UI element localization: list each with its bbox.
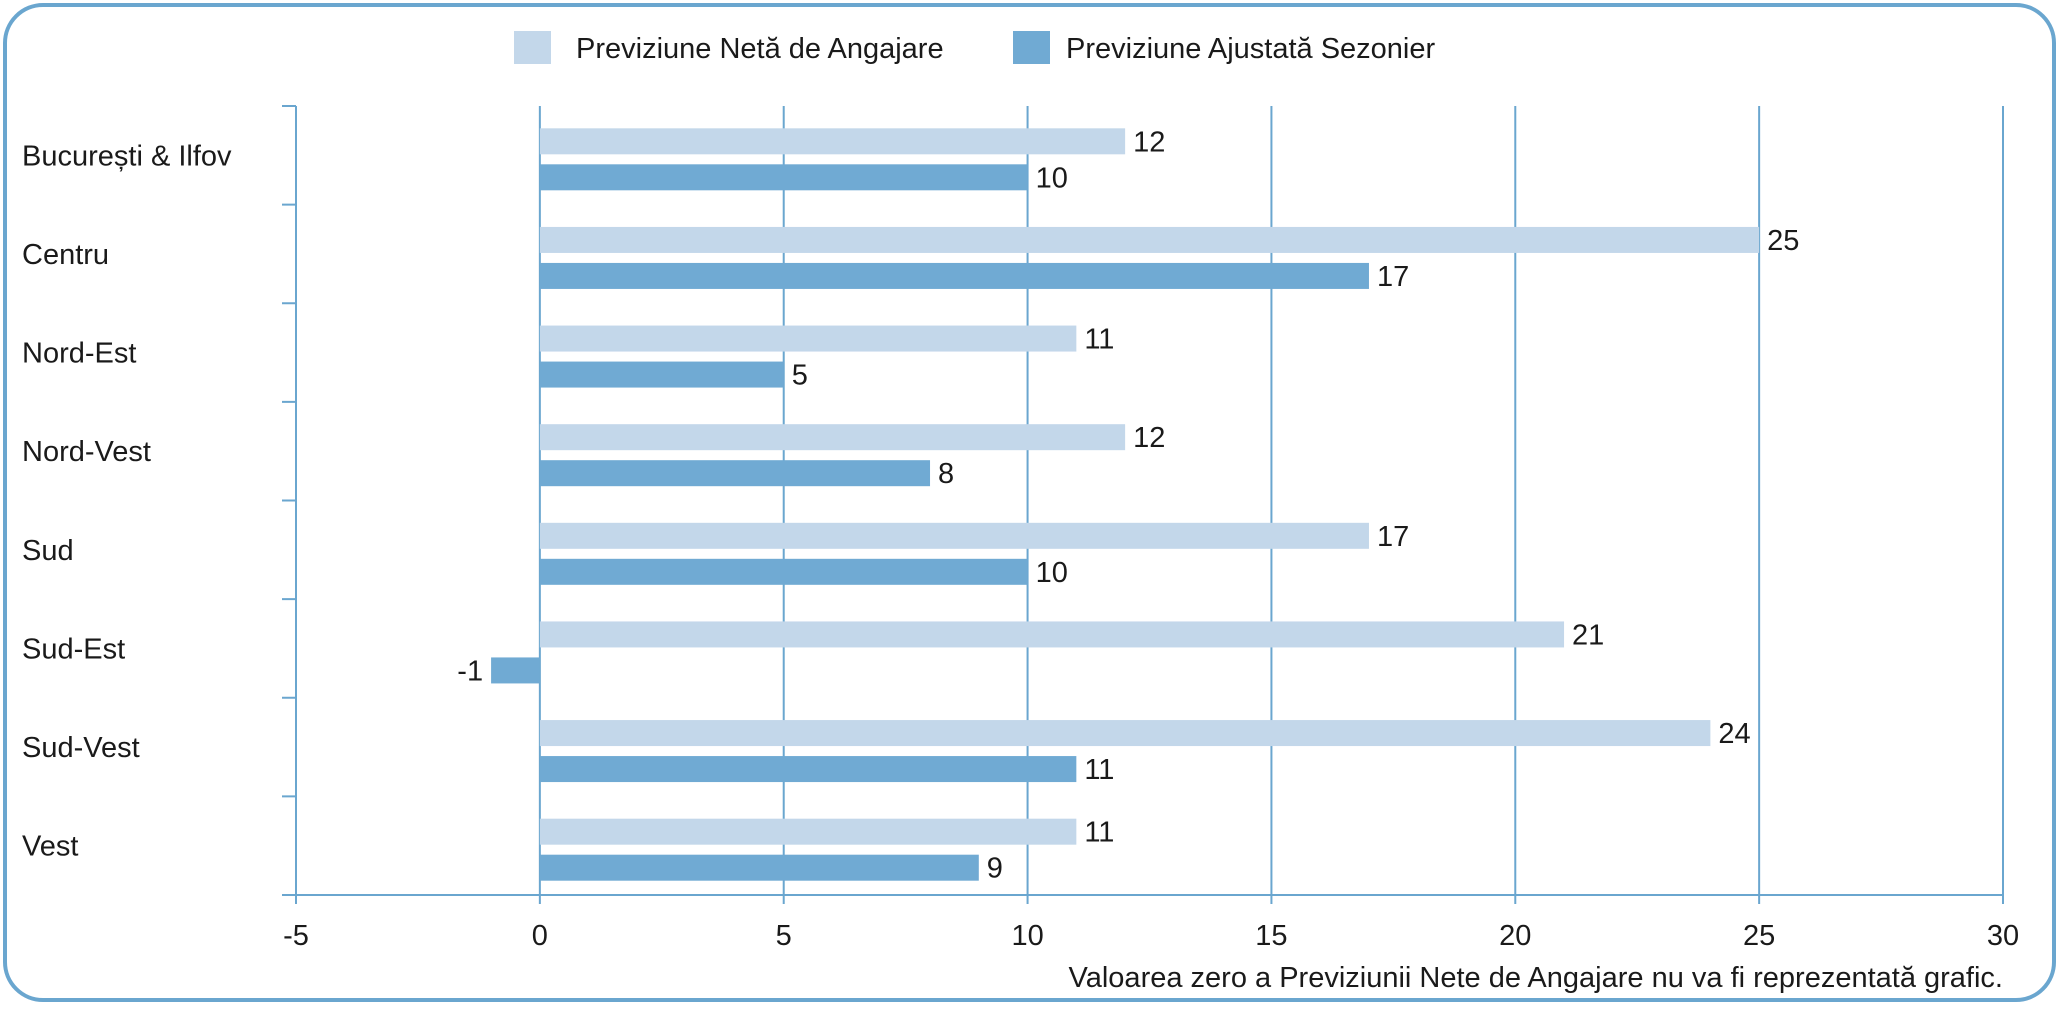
data-label: 12 [1133, 126, 1165, 158]
x-tick-label: -5 [283, 920, 309, 952]
data-label: 5 [792, 360, 808, 392]
legend-swatch-net [514, 31, 551, 64]
legend-label-adjusted: Previziune Ajustată Sezonier [1066, 33, 1435, 65]
x-tick-label: 30 [1987, 920, 2019, 952]
bar [539, 522, 1369, 549]
data-label: 11 [1084, 324, 1114, 356]
bar [539, 818, 1077, 845]
data-label: 25 [1767, 225, 1799, 257]
category-label: Sud-Est [22, 633, 125, 665]
bar [539, 621, 1565, 648]
axes [282, 105, 2004, 904]
legend-swatch-adjusted [1013, 31, 1050, 64]
x-tick-label: 25 [1743, 920, 1775, 952]
bar [539, 262, 1369, 289]
x-tick-label: 20 [1499, 920, 1531, 952]
bar [539, 460, 931, 487]
x-tick-label: 10 [1011, 920, 1043, 952]
data-label: 11 [1084, 817, 1114, 849]
data-label: 11 [1084, 754, 1114, 786]
chart-frame [3, 3, 2056, 1002]
data-label: 10 [1036, 162, 1068, 194]
x-tick-label: 0 [532, 920, 548, 952]
bar [539, 720, 1711, 747]
category-label: Vest [22, 831, 78, 863]
data-label: 12 [1133, 422, 1165, 454]
bar [539, 424, 1126, 451]
data-label: 24 [1718, 718, 1750, 750]
bar [539, 361, 784, 388]
bar [539, 226, 1760, 253]
data-label: 17 [1377, 521, 1409, 553]
category-label: Nord-Vest [22, 436, 151, 468]
category-label: Sud [22, 535, 74, 567]
legend: Previziune Netă de Angajare Previziune A… [514, 31, 1435, 65]
bar [539, 325, 1077, 352]
labels: -5 0 5 10 15 20 25 30 București & Ilfov 12 10 Centr… [22, 126, 2019, 952]
bars [491, 128, 1760, 881]
data-label: 10 [1036, 557, 1068, 589]
data-label: 17 [1377, 261, 1409, 293]
data-label: -1 [457, 655, 483, 687]
bar [491, 657, 540, 684]
x-tick-label: 15 [1255, 920, 1287, 952]
category-label: București & Ilfov [22, 140, 232, 172]
category-label: Nord-Est [22, 338, 136, 370]
chart-note: Valoarea zero a Previziunii Nete de Anga… [1069, 962, 2003, 994]
category-label: Sud-Vest [22, 732, 140, 764]
data-label: 21 [1572, 619, 1604, 651]
legend-label-net: Previziune Netă de Angajare [576, 33, 944, 65]
bar [539, 854, 979, 881]
bar [539, 164, 1028, 191]
category-label: Centru [22, 239, 109, 271]
x-tick-label: 5 [776, 920, 792, 952]
bar [539, 756, 1077, 783]
data-label: 8 [938, 458, 954, 490]
bar [539, 128, 1126, 155]
data-label: 9 [987, 853, 1003, 885]
bar [539, 558, 1028, 585]
